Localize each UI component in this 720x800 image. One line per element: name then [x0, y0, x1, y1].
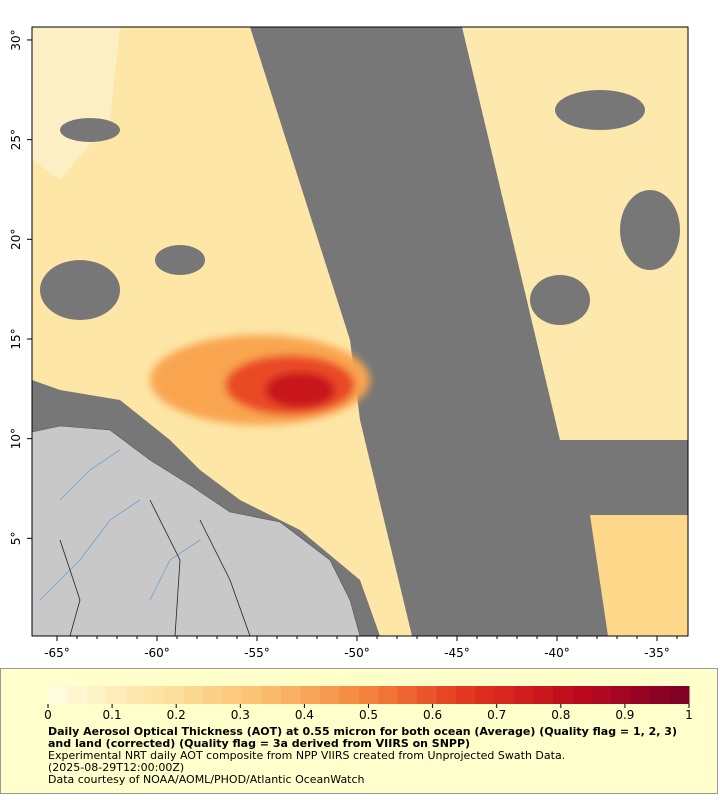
x-tick-label: -65°	[44, 646, 70, 660]
colorbar-cell	[514, 686, 535, 704]
colorbar-tick-label: 0.1	[103, 708, 122, 722]
colorbar-cell	[475, 686, 496, 704]
y-tick-label: 15°	[9, 328, 23, 349]
colorbar-cell	[106, 686, 127, 704]
aerosol-plume	[150, 335, 370, 425]
colorbar-cell	[455, 686, 476, 704]
colorbar-cell	[533, 686, 554, 704]
x-tick-label: -35°	[644, 646, 670, 660]
colorbar-cell	[86, 686, 107, 704]
x-tick-label: -55°	[244, 646, 270, 660]
colorbar-cell	[281, 686, 302, 704]
colorbar-cell	[300, 686, 321, 704]
colorbar-cell	[553, 686, 573, 704]
colorbar-cell	[358, 686, 379, 704]
colorbar-cell	[48, 686, 68, 704]
aot-swath-southeast	[590, 515, 688, 636]
colorbar-cell	[125, 686, 146, 704]
y-tick-label: 5°	[9, 532, 23, 546]
y-tick-label: 10°	[9, 428, 23, 449]
colorbar-tick-label: 1	[685, 708, 693, 722]
gaps	[40, 90, 680, 325]
colorbar-cell	[203, 686, 224, 704]
caption-title: Daily Aerosol Optical Thickness (AOT) at…	[48, 725, 677, 750]
colorbar-tick-label: 0.5	[359, 708, 378, 722]
caption-line: Experimental NRT daily AOT composite fro…	[48, 749, 566, 762]
caption-line: Data courtesy of NOAA/AOML/PHOD/Atlantic…	[48, 773, 365, 786]
colorbar-tick-label: 0.3	[231, 708, 250, 722]
colorbar-cell	[242, 686, 263, 704]
colorbar-cell	[319, 686, 340, 704]
caption-box: 0 0.1 0.2 0.3 0.4 0.5 0.6 0.7 0.8 0.9 1 Daily Aero…	[0, 668, 718, 794]
x-tick-label: -50°	[344, 646, 370, 660]
aot-swath-east	[462, 27, 688, 440]
colorbar-tick-label: 0.2	[167, 708, 186, 722]
colorbar-cell	[611, 686, 632, 704]
colorbar-cell	[669, 686, 690, 704]
colorbar-cell	[67, 686, 88, 704]
aot-swath-west	[32, 27, 412, 636]
map-frame	[31, 26, 689, 637]
colorbar-cell	[436, 686, 457, 704]
colorbar-cell	[572, 686, 593, 704]
colorbar-cell	[650, 686, 671, 704]
colorbar-cell	[339, 686, 360, 704]
caption-text: Daily Aerosol Optical Thickness (AOT) at…	[48, 726, 688, 786]
colorbar-cell	[222, 686, 243, 704]
colorbar-cell	[494, 686, 515, 704]
colorbar-cell	[183, 686, 204, 704]
aot-low	[32, 27, 120, 180]
map-figure: -65° -60° -55° -50° -45° -40° -35° 5° 10° 15° 20° 2…	[9, 26, 689, 660]
x-tick-label: -40°	[544, 646, 570, 660]
rivers	[39, 449, 201, 601]
colorbar-tick-label: 0.6	[423, 708, 442, 722]
x-tick-label: -60°	[144, 646, 170, 660]
colorbar-tick-label: 0.9	[615, 708, 634, 722]
colorbar: 0 0.1 0.2 0.3 0.4 0.5 0.6 0.7 0.8 0.9 1	[44, 686, 693, 722]
colorbar-cell	[397, 686, 418, 704]
y-tick-label: 20°	[9, 229, 23, 250]
colorbar-cell	[164, 686, 185, 704]
map-area	[32, 27, 688, 636]
colorbar-tick-label: 0	[44, 708, 52, 722]
borders	[59, 499, 251, 636]
land	[32, 425, 361, 636]
colorbar-cell	[591, 686, 612, 704]
colorbar-tick-label: 0.7	[487, 708, 506, 722]
colorbar-cell	[417, 686, 437, 704]
x-tick-label: -45°	[444, 646, 470, 660]
caption-line: (2025-08-29T12:00:00Z)	[48, 761, 185, 774]
colorbar-cell	[261, 686, 282, 704]
y-tick-label: 30°	[9, 29, 23, 50]
colorbar-tick-label: 0.4	[295, 708, 314, 722]
colorbar-cell	[145, 686, 166, 704]
colorbar-cell	[630, 686, 651, 704]
colorbar-cell	[378, 686, 399, 704]
colorbar-tick-label: 0.8	[551, 708, 570, 722]
y-tick-label: 25°	[9, 129, 23, 150]
